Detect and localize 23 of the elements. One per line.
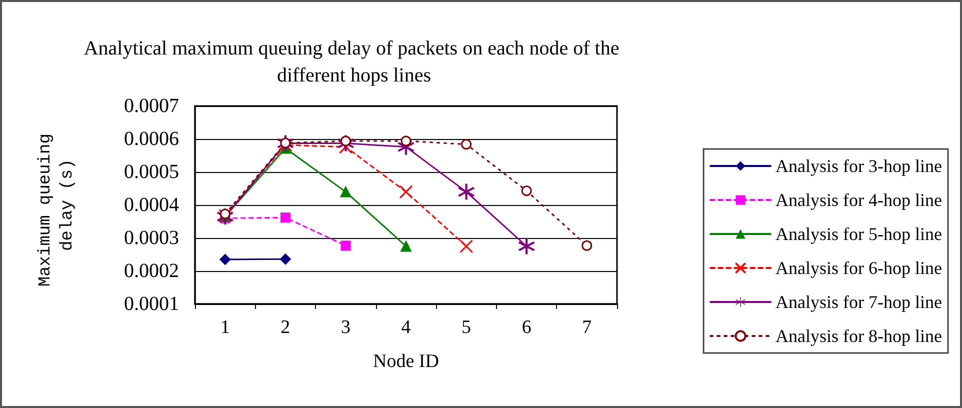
legend-label: Analysis for 5-hop line: [776, 224, 942, 244]
x-tick-label: 5: [462, 317, 472, 338]
y-tick-label: 0.0007: [124, 95, 179, 117]
x-axis-title: Node ID: [373, 351, 439, 372]
legend-label: Analysis for 6-hop line: [776, 258, 942, 278]
y-tick-label: 0.0001: [124, 293, 179, 315]
y-tick-label: 0.0004: [124, 194, 179, 216]
legend-label: Analysis for 7-hop line: [776, 292, 942, 312]
x-tick-label: 1: [220, 317, 230, 338]
y-tick-label: 0.0005: [124, 161, 179, 183]
y-tick-label: 0.0003: [124, 227, 179, 249]
chart-title: Analytical maximum queuing delay of packets on each node of the different hops lines: [84, 38, 624, 86]
legend-label: Analysis for 3-hop line: [776, 156, 942, 176]
legend-label: Analysis for 8-hop line: [776, 326, 942, 346]
x-tick-label: 2: [280, 317, 290, 338]
x-tick-label: 6: [522, 317, 532, 338]
legend-label: Analysis for 4-hop line: [776, 190, 942, 210]
y-axis-title: Maximum queuing delay (s): [36, 123, 78, 287]
y-tick-label: 0.0006: [124, 128, 179, 150]
x-tick-label: 3: [340, 317, 350, 338]
x-tick-label: 7: [582, 317, 592, 338]
x-tick-label: 4: [401, 317, 412, 338]
y-tick-label: 0.0002: [124, 260, 179, 282]
